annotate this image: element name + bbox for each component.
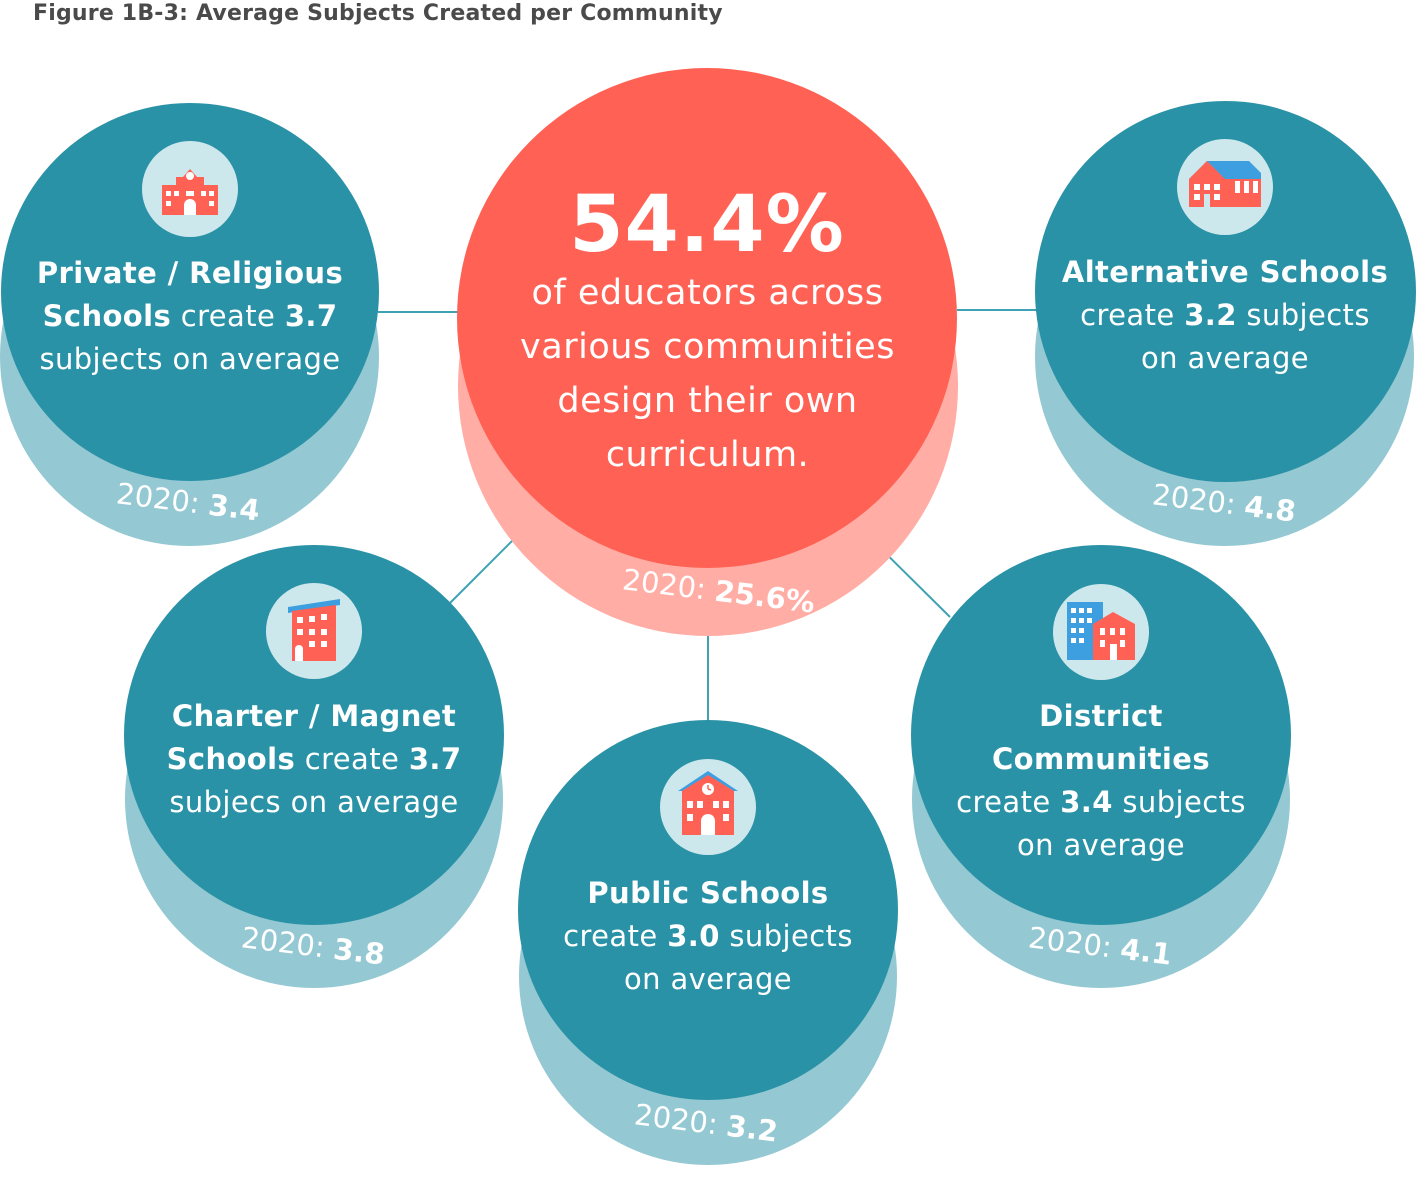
alternative-school-icon <box>1177 139 1273 235</box>
label-alternative: Alternative Schools create 3.2 subjects … <box>1061 255 1389 375</box>
bubble-center <box>457 68 957 568</box>
label-private: Private / Religious Schools create 3.7 s… <box>36 256 344 376</box>
figure-title: Figure 1B-3: Average Subjects Created pe… <box>33 1 723 26</box>
private-school-icon <box>142 141 238 237</box>
label-charter: Charter / Magnet Schools create 3.7 subj… <box>166 699 462 819</box>
label-public: Public Schools create 3.0 subjects on av… <box>563 876 853 996</box>
district-buildings-icon <box>1053 584 1149 680</box>
charter-school-icon <box>266 583 362 679</box>
label-district: District Communities create 3.4 subjects… <box>956 699 1246 862</box>
public-school-icon <box>660 759 756 855</box>
headline-text: of educators across various communities … <box>520 273 895 475</box>
headline-value: 54.4% <box>569 180 845 270</box>
